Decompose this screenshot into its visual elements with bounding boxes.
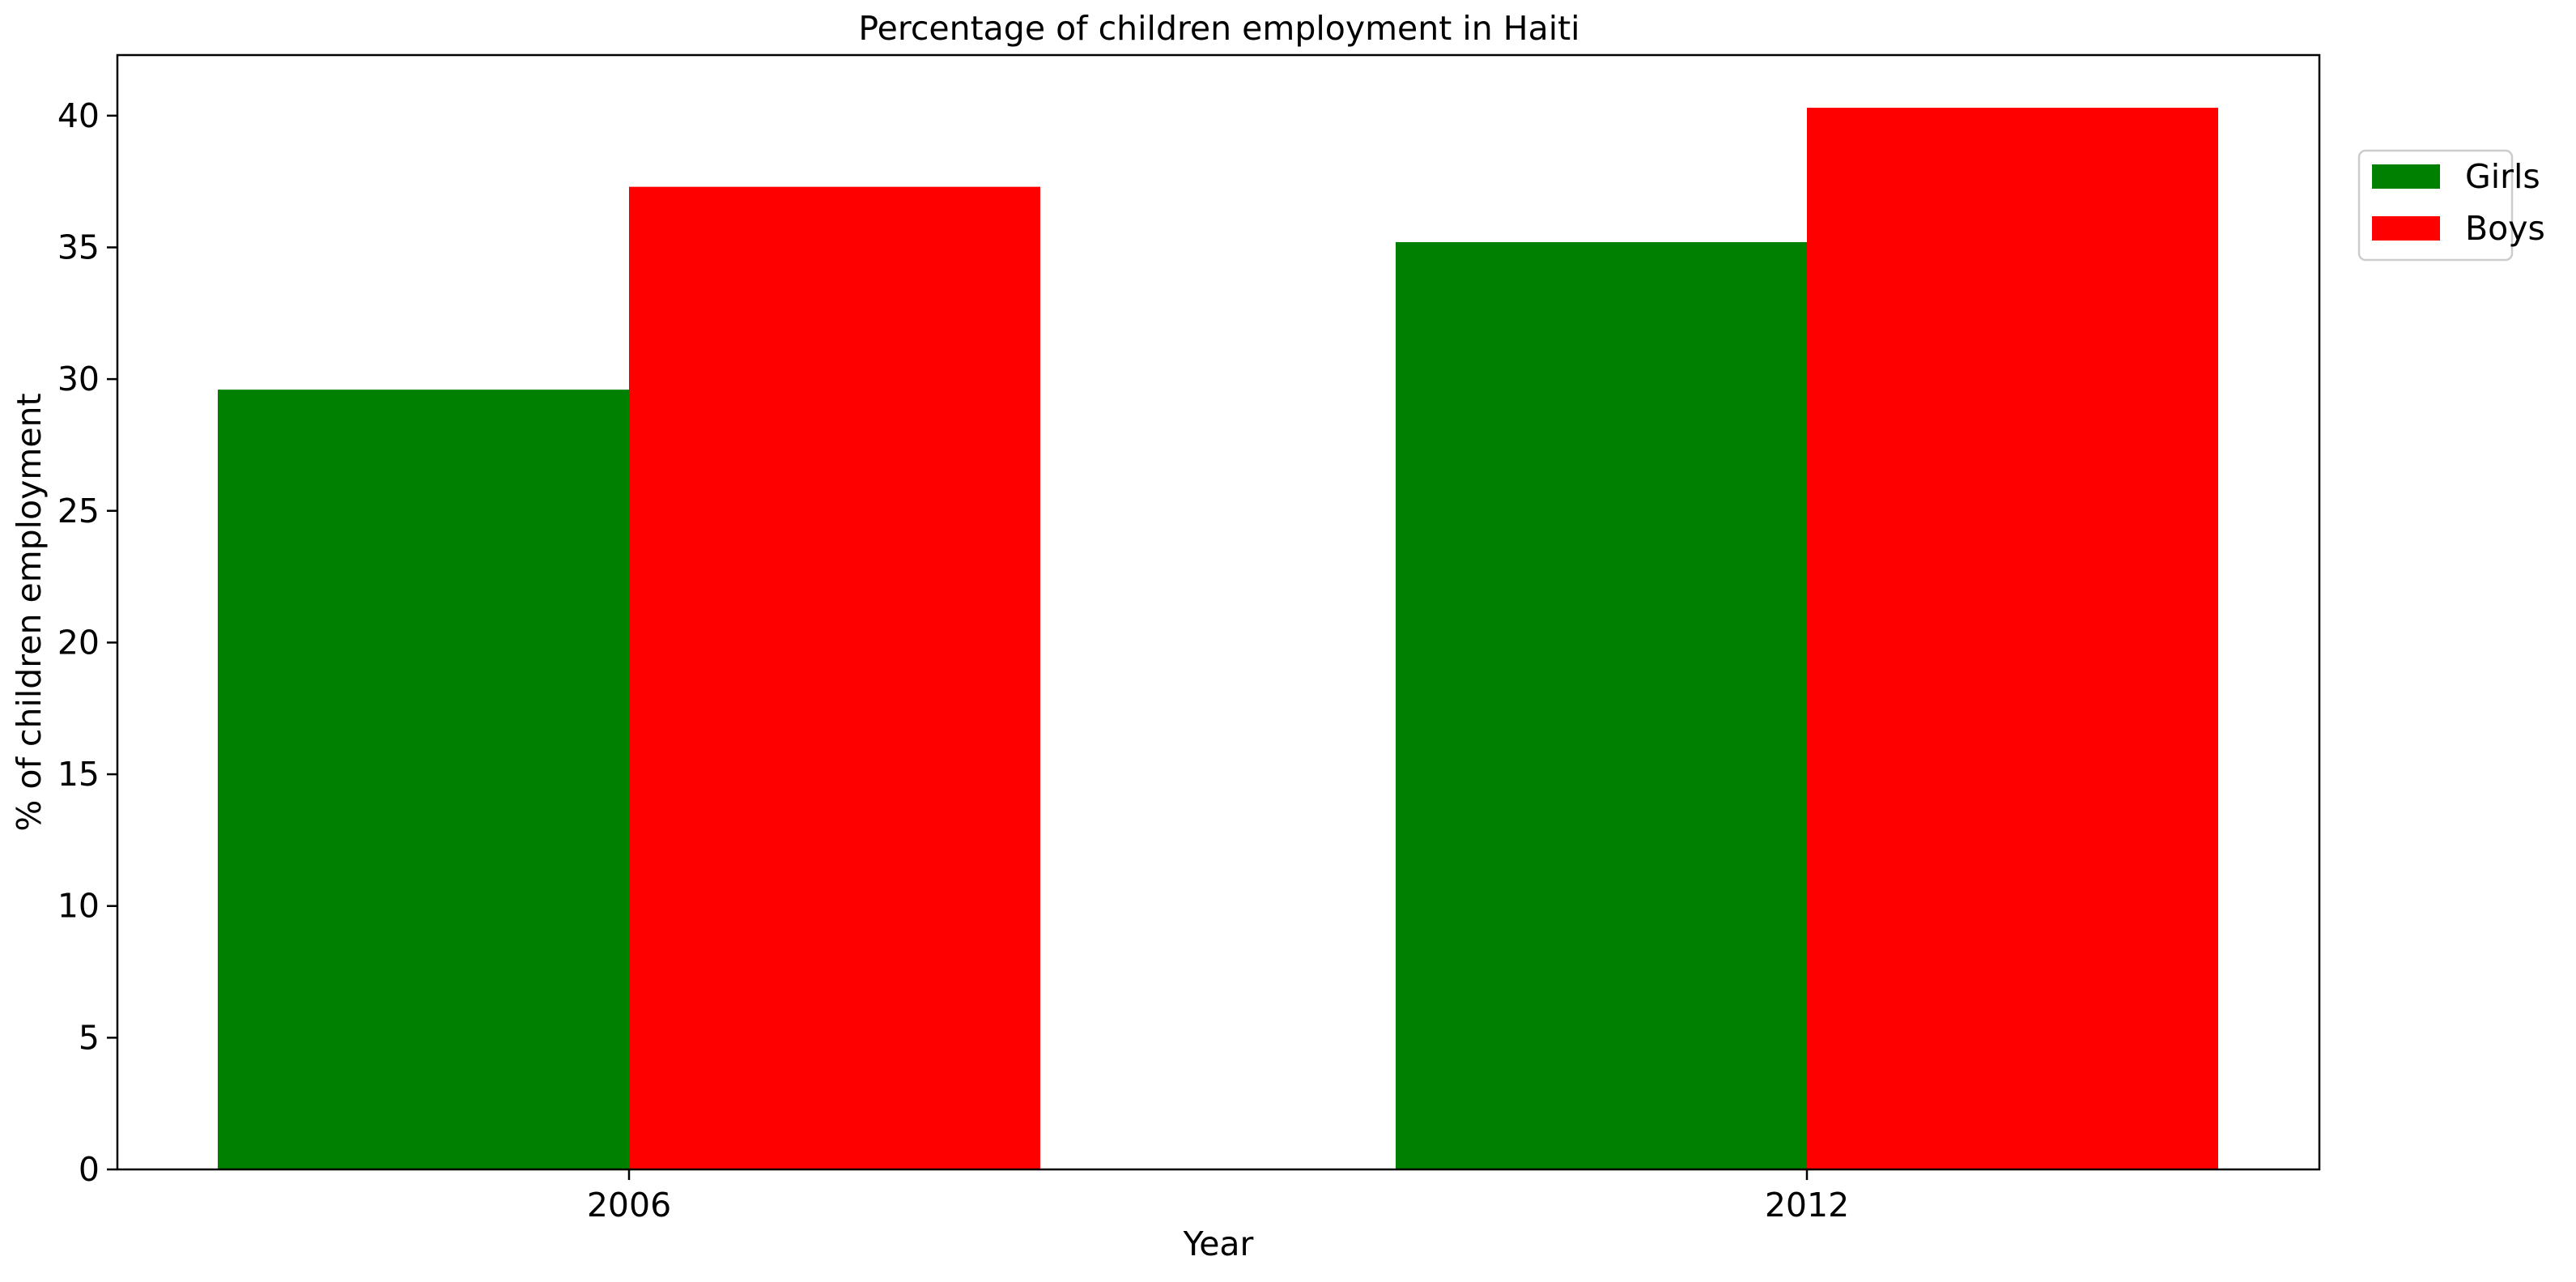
bar-girls-2012 <box>1396 241 1807 1169</box>
x-axis-label: Year <box>1183 1225 1254 1263</box>
legend-items: Girls Boys <box>2372 157 2545 248</box>
y-tick-label: 25 <box>57 492 100 530</box>
y-tick-label: 15 <box>57 755 100 794</box>
y-tick-label: 0 <box>79 1150 100 1189</box>
y-axis-label: % of children employment <box>10 393 49 831</box>
y-axis: 0 5 10 15 20 25 30 35 40 <box>57 96 117 1189</box>
legend-label-girls: Girls <box>2465 157 2540 196</box>
y-tick-label: 5 <box>79 1018 100 1057</box>
legend: Girls Boys <box>2357 149 2545 262</box>
bars-layer <box>218 108 2218 1170</box>
legend-label-boys: Boys <box>2465 209 2545 248</box>
bar-boys-2006 <box>629 186 1040 1170</box>
chart-title: Percentage of children employment in Hai… <box>858 9 1579 48</box>
y-tick-label: 40 <box>57 96 100 135</box>
bar-girls-2006 <box>218 390 629 1169</box>
y-tick-label: 20 <box>57 623 100 662</box>
x-axis: 2006 2012 <box>587 1169 1849 1225</box>
x-tick-label: 2006 <box>587 1186 671 1225</box>
y-tick-label: 30 <box>57 360 100 398</box>
y-tick-label: 10 <box>57 887 100 926</box>
y-tick-label: 35 <box>57 228 100 266</box>
x-tick-label: 2012 <box>1765 1186 1849 1225</box>
plot-frame <box>116 53 2321 1171</box>
legend-swatch-boys <box>2372 216 2440 241</box>
bar-boys-2012 <box>1807 108 2218 1170</box>
legend-swatch-girls <box>2372 164 2440 189</box>
